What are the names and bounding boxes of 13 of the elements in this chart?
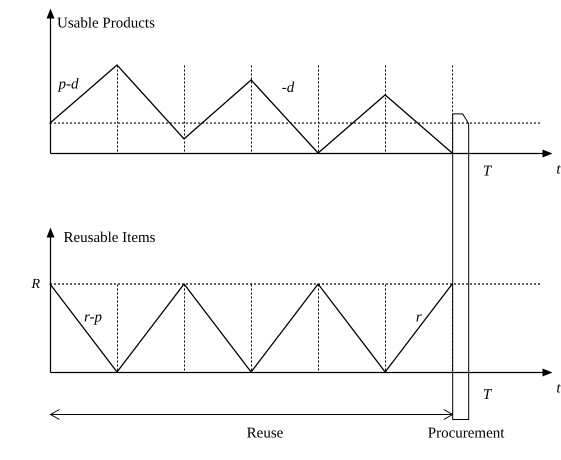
chart-title: Usable Products — [57, 15, 156, 32]
text: Reuse — [246, 426, 284, 442]
x-axis-title: t — [556, 380, 561, 396]
annotation: r — [416, 309, 422, 326]
text: T — [482, 164, 493, 180]
chart-title: Reusable Items — [63, 230, 156, 246]
text: T — [482, 386, 493, 403]
annotation: r-p — [84, 309, 103, 326]
text: Procurement — [428, 426, 506, 442]
ref-line-label: R — [30, 277, 40, 292]
x-axis-title: t — [556, 162, 561, 178]
annotation: -d — [282, 80, 295, 96]
annotation: p-d — [58, 76, 80, 92]
